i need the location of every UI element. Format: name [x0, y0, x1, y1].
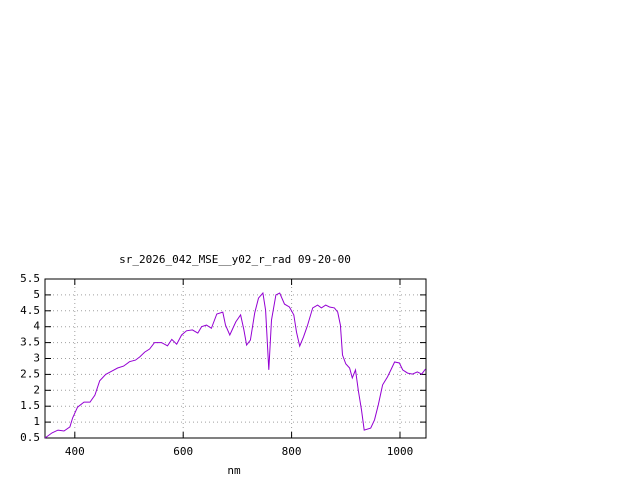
y-tick-label: 4: [33, 320, 40, 333]
x-tick-label: 800: [282, 445, 302, 458]
x-axis-label: nm: [227, 464, 241, 477]
y-tick-label: 1.5: [20, 399, 40, 412]
chart-title: sr_2026_042_MSE__y02_r_rad 09-20-00: [119, 253, 351, 266]
x-tick-label: 1000: [387, 445, 414, 458]
y-tick-label: 4.5: [20, 304, 40, 317]
plot-frame: [44, 278, 427, 439]
y-tick-label: 2: [33, 383, 40, 396]
y-tick-label: 3: [33, 352, 40, 365]
y-tick-label: 1: [33, 415, 40, 428]
y-tick-label: 2.5: [20, 367, 40, 380]
x-tick-label: 400: [65, 445, 85, 458]
y-tick-label: 5.5: [20, 272, 40, 285]
y-tick-label: 5: [33, 288, 40, 301]
y-tick-label: 3.5: [20, 336, 40, 349]
data-line: [44, 291, 426, 439]
y-tick-label: 0.5: [20, 431, 40, 444]
x-tick-label: 600: [173, 445, 193, 458]
